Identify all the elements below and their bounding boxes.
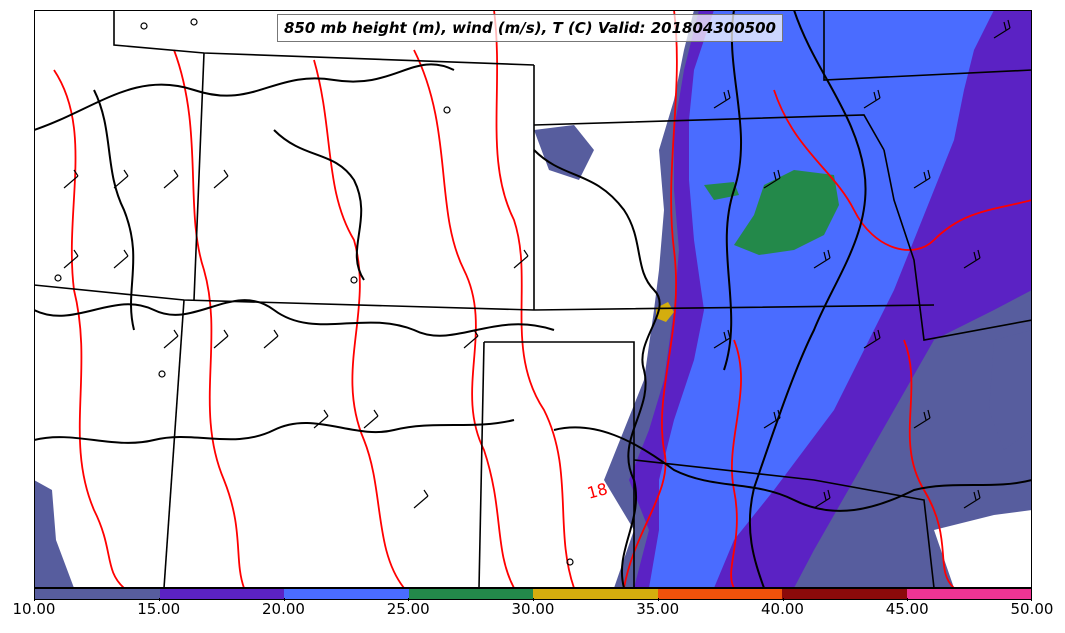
colorbar-segment	[35, 589, 160, 599]
colorbar-segment	[533, 589, 658, 599]
boundary-wy-north	[113, 10, 535, 66]
colorbar-segment	[782, 589, 907, 599]
height-contours	[34, 10, 1032, 588]
colorbar-segment	[906, 589, 1031, 599]
map-border	[34, 10, 1032, 588]
colorbar-segment	[159, 589, 284, 599]
shade-30-35	[656, 302, 674, 322]
shade-ne-patch	[534, 125, 594, 180]
colorbar-tick-mark	[657, 598, 659, 601]
colorbar-segment	[284, 589, 409, 599]
calm-wind-circles	[54, 18, 574, 566]
colorbar-tick-label: 10.00	[12, 600, 56, 618]
colorbar-tick-mark	[533, 598, 534, 601]
boundary-mt	[193, 52, 205, 301]
colorbar-tick-mark	[283, 598, 285, 601]
state-boundaries	[34, 10, 1032, 588]
shade-south-white	[934, 510, 1032, 588]
shade-east-patch	[989, 330, 1032, 450]
colorbar-tick-mark	[907, 598, 909, 601]
map-frame: 18	[34, 10, 1032, 588]
colorbar-tick-label: 25.00	[386, 600, 430, 618]
shade-sw-blue	[34, 480, 74, 588]
colorbar-segment	[657, 589, 782, 599]
wind-speed-shading	[34, 10, 1032, 588]
colorbar-tick-label: 45.00	[885, 600, 929, 618]
colorbar-tick-mark	[408, 598, 410, 601]
boundary-ok	[633, 459, 935, 588]
shade-25-30	[734, 170, 839, 255]
map-title: 850 mb height (m), wind (m/s), T (C) Val…	[277, 14, 783, 42]
temperature-contour-label: 18	[585, 479, 610, 503]
colorbar-tick-mark	[158, 598, 160, 601]
colorbar-tick-mark	[34, 598, 35, 601]
boundary-ks-mo	[883, 149, 1032, 341]
boundary-az-nm	[163, 299, 185, 588]
map-canvas: 18	[34, 10, 1032, 588]
boundary-sd	[823, 10, 1032, 81]
temperature-contours	[53, 10, 1032, 588]
shade-20-25	[649, 10, 994, 588]
boundary-nm	[478, 341, 485, 588]
colorbar-tick-mark	[782, 598, 784, 601]
boundary-ut-co	[34, 284, 935, 311]
colorbar-segment	[408, 589, 533, 599]
colorbar-tick-label: 30.00	[511, 600, 555, 618]
colorbar-tick-label: 35.00	[636, 600, 680, 618]
colorbar-tick-label: 20.00	[262, 600, 305, 618]
colorbar-tick-mark	[1031, 598, 1032, 601]
colorbar-tick-label: 50.00	[1010, 600, 1054, 618]
colorbar-tick-label: 15.00	[137, 600, 181, 618]
colorbar-tick-label: 40.00	[761, 600, 804, 618]
boundary-co-nm	[484, 341, 635, 588]
boundary-ne-ks	[533, 114, 885, 151]
wind-barbs	[63, 19, 1011, 509]
shade-20-25-ne	[814, 10, 874, 70]
shade-25-30-b	[704, 182, 739, 200]
